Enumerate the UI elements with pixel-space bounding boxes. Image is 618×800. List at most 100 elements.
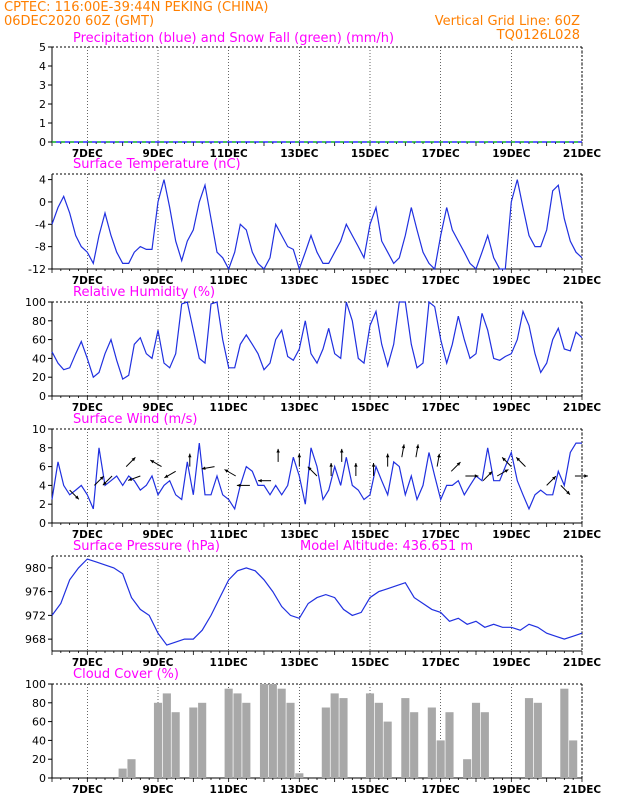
y-tick-label: -12 <box>28 263 46 276</box>
y-tick-label: 0 <box>39 136 46 149</box>
cloud-bar <box>445 712 454 778</box>
y-tick-label: 20 <box>32 753 46 766</box>
wind-arrow-head <box>188 453 192 458</box>
y-tick-label: 60 <box>32 334 46 347</box>
x-tick-label: 13DEC <box>280 657 319 669</box>
x-tick-label: 7DEC <box>72 529 103 541</box>
wind-arrow-head <box>401 444 406 449</box>
panel-title: Relative Humidity (%) <box>73 285 215 300</box>
x-tick-label: 17DEC <box>422 657 461 669</box>
y-tick-label: 6 <box>39 461 46 474</box>
cloud-bar <box>401 698 410 778</box>
panel-title: Surface Temperature (nC) <box>73 157 241 172</box>
y-tick-label: 3 <box>39 79 46 92</box>
x-tick-label: 21DEC <box>563 784 602 796</box>
panel-subtitle: Model Altitude: 436.651 m <box>300 539 473 554</box>
y-tick-label: 968 <box>25 633 46 646</box>
wind-arrow-head <box>201 466 206 470</box>
cloud-bar <box>436 740 445 778</box>
x-tick-label: 17DEC <box>422 402 461 414</box>
cloud-bar <box>295 773 304 778</box>
cloud-bar <box>321 707 330 778</box>
cloud-bar <box>480 712 489 778</box>
x-tick-label: 21DEC <box>563 402 602 414</box>
cloud-bar <box>233 693 242 778</box>
x-tick-label: 11DEC <box>210 529 249 541</box>
cloud-bar <box>533 702 542 778</box>
x-tick-label: 21DEC <box>563 148 602 160</box>
x-tick-label: 11DEC <box>210 148 249 160</box>
cloud-bar <box>198 702 207 778</box>
cloud-bar <box>383 721 392 778</box>
wind-arrow-head <box>566 490 570 495</box>
series-line <box>51 300 583 381</box>
cloud-bar <box>153 702 163 778</box>
x-tick-label: 19DEC <box>492 784 531 796</box>
cloud-bar <box>171 712 180 778</box>
panel-2 <box>48 173 583 273</box>
x-tick-label: 19DEC <box>492 275 531 287</box>
y-tick-label: 60 <box>32 716 46 729</box>
wind-arrow-head <box>385 453 390 458</box>
y-tick-label: 972 <box>25 609 46 622</box>
x-tick-label: 7DEC <box>72 402 103 414</box>
y-tick-label: -4 <box>35 218 46 231</box>
wind-arrow-head <box>504 469 509 473</box>
wind-arrow-head <box>258 479 262 483</box>
x-tick-label: 11DEC <box>210 275 249 287</box>
x-tick-label: 15DEC <box>351 529 390 541</box>
x-tick-label: 13DEC <box>280 402 319 414</box>
x-tick-label: 15DEC <box>351 784 390 796</box>
x-tick-label: 17DEC <box>422 148 461 160</box>
wind-arrow-head <box>516 457 521 462</box>
cloud-bar <box>463 759 472 778</box>
wind-arrow-head <box>552 476 556 480</box>
cloud-bar <box>277 688 286 778</box>
panel-title: Surface Wind (m/s) <box>73 412 197 427</box>
panel-title: Surface Pressure (hPa) <box>73 539 220 554</box>
wind-arrow-head <box>224 469 229 473</box>
header-grid-line: Vertical Grid Line: 60Z <box>434 14 580 29</box>
series-line <box>51 179 583 271</box>
x-tick-label: 21DEC <box>563 657 602 669</box>
y-tick-label: -8 <box>35 241 46 254</box>
y-tick-label: 40 <box>32 352 46 365</box>
x-tick-label: 17DEC <box>422 275 461 287</box>
wind-arrow-head <box>584 474 588 478</box>
y-tick-label: 4 <box>39 174 46 187</box>
cloud-bar <box>471 702 481 778</box>
panel-6 <box>48 683 583 782</box>
y-tick-label: 10 <box>32 423 46 436</box>
panel-5 <box>48 555 583 655</box>
wind-arrow-head <box>502 457 506 462</box>
y-tick-label: 80 <box>32 697 46 710</box>
cloud-bar <box>560 688 569 778</box>
x-tick-label: 9DEC <box>143 784 174 796</box>
header-model-code: TQ0126L028 <box>496 28 580 43</box>
wind-arrow-head <box>131 457 136 462</box>
wind-arrow-head <box>150 460 155 464</box>
y-tick-label: 8 <box>39 442 46 455</box>
y-tick-label: 1 <box>39 117 46 130</box>
x-tick-label: 11DEC <box>210 657 249 669</box>
cloud-bar <box>330 693 339 778</box>
x-tick-label: 9DEC <box>143 148 174 160</box>
y-tick-label: 4 <box>39 60 46 73</box>
x-tick-label: 9DEC <box>143 275 174 287</box>
wind-arrow-head <box>415 444 420 449</box>
x-tick-label: 7DEC <box>72 784 103 796</box>
x-tick-label: 7DEC <box>72 275 103 287</box>
x-tick-label: 13DEC <box>280 275 319 287</box>
cloud-bar <box>410 712 419 778</box>
wind-arrow-head <box>329 463 333 467</box>
y-tick-label: 2 <box>39 498 46 511</box>
panel-3 <box>48 300 583 400</box>
wind-arrow-head <box>164 474 169 478</box>
cloud-bar <box>162 693 171 778</box>
cloud-bar <box>242 702 251 778</box>
x-tick-label: 13DEC <box>280 529 319 541</box>
x-tick-label: 7DEC <box>72 657 103 669</box>
cloud-bar <box>286 702 295 778</box>
cloud-bar <box>224 688 233 778</box>
